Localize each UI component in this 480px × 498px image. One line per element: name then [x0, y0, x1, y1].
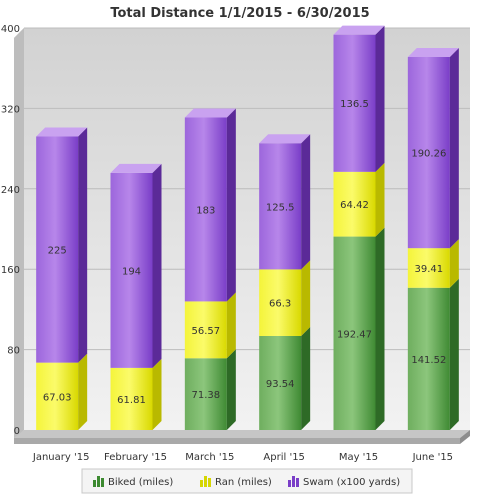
bar-top [259, 134, 311, 144]
legend-item-swam[interactable]: Swam (x100 yards) [288, 476, 400, 488]
legend-label-biked: Biked (miles) [108, 477, 173, 488]
bar-side-ran [375, 162, 385, 237]
data-label-ran: 64.42 [340, 200, 369, 211]
bar-chart-icon [93, 476, 104, 487]
data-labels: 67.03 225 61.81 194 71.38 56.57 183 93.54 66.3 12… [43, 99, 446, 406]
x-tick-label: June '15 [412, 452, 453, 463]
bar-swam[interactable] [407, 56, 450, 249]
bar-swam[interactable] [110, 172, 153, 368]
legend: Biked (miles) Ran (miles) Swam (x100 yar… [81, 468, 413, 494]
bar-ran[interactable] [184, 301, 227, 359]
y-axis: 0 80 160 240 320 400 [1, 24, 20, 437]
bar-side-biked [301, 326, 311, 430]
data-label-ran: 66.3 [269, 299, 291, 310]
plot-left-wall [14, 28, 24, 440]
y-tick-label: 320 [1, 104, 20, 115]
plot-background-face [24, 28, 470, 430]
y-tick-label: 400 [1, 24, 20, 35]
bar-side-swam [375, 25, 385, 172]
data-label-swam: 136.5 [340, 99, 369, 110]
chart-title: Total Distance 1/1/2015 - 6/30/2015 [110, 6, 369, 21]
bar-swam[interactable] [333, 34, 376, 172]
legend-label-swam: Swam (x100 yards) [303, 477, 400, 488]
bar-chart-icon [288, 476, 299, 487]
bar-top [407, 47, 459, 57]
x-tick-label: January '15 [32, 452, 90, 463]
gridlines [24, 27, 470, 351]
bar-side-swam [152, 163, 162, 368]
y-tick-label: 160 [1, 265, 20, 276]
bar-side-ran [449, 239, 459, 288]
bar-chart-icon [200, 476, 211, 487]
bar-top [333, 25, 385, 35]
data-label-biked: 71.38 [192, 390, 221, 401]
data-label-ran: 39.41 [415, 264, 444, 275]
bar-side-ran [78, 353, 88, 430]
legend-item-ran[interactable]: Ran (miles) [200, 476, 272, 488]
bars [36, 25, 459, 430]
bar-ran[interactable] [36, 362, 79, 430]
x-tick-label: April '15 [263, 452, 305, 463]
bar-side-ran [152, 358, 162, 430]
legend-item-biked[interactable]: Biked (miles) [93, 476, 173, 488]
x-tick-label: February '15 [104, 452, 167, 463]
bar-ran[interactable] [407, 248, 450, 288]
floor-side [460, 430, 470, 444]
x-axis: January '15 February '15 March '15 April '1… [32, 452, 453, 463]
floor-front [14, 438, 460, 444]
data-label-swam: 183 [196, 205, 215, 216]
bar-side-biked [449, 278, 459, 430]
floor-top [14, 430, 470, 438]
data-label-swam: 125.5 [266, 202, 295, 213]
floor [14, 430, 470, 444]
bar-top [184, 108, 236, 118]
bar-ran[interactable] [110, 367, 153, 430]
data-label-biked: 141.52 [411, 355, 446, 366]
bar-side-ran [301, 260, 311, 336]
data-label-biked: 93.54 [266, 379, 295, 390]
data-label-swam: 225 [48, 246, 67, 257]
data-label-ran: 56.57 [192, 326, 221, 337]
legend-box [81, 468, 413, 494]
bar-ran[interactable] [259, 269, 302, 336]
bar-side-swam [301, 134, 311, 270]
bar-biked[interactable] [333, 236, 376, 430]
bar-top [36, 127, 88, 137]
data-label-ran: 61.81 [117, 395, 146, 406]
data-label-swam: 190.26 [411, 149, 446, 160]
bar-side-biked [375, 227, 385, 430]
y-tick-label: 80 [7, 346, 20, 357]
x-tick-label: May '15 [339, 452, 378, 463]
bar-swam[interactable] [184, 117, 227, 302]
bar-top [110, 163, 162, 173]
bar-side-swam [449, 47, 459, 249]
bar-biked[interactable] [184, 358, 227, 430]
plot-area [14, 28, 470, 440]
bar-swam[interactable] [259, 143, 302, 270]
bar-side-swam [226, 108, 236, 302]
bar-side-biked [226, 349, 236, 430]
bar-biked[interactable] [259, 335, 302, 430]
bar-swam[interactable] [36, 136, 79, 363]
data-label-swam: 194 [122, 266, 141, 277]
bar-ran[interactable] [333, 171, 376, 237]
y-tick-label: 240 [1, 185, 20, 196]
x-tick-label: March '15 [185, 452, 234, 463]
data-label-biked: 192.47 [337, 329, 372, 340]
data-label-ran: 67.03 [43, 392, 72, 403]
y-tick-label: 0 [14, 426, 20, 437]
bar-biked[interactable] [407, 287, 450, 430]
bar-side-swam [78, 127, 88, 363]
bar-side-ran [226, 292, 236, 359]
legend-label-ran: Ran (miles) [215, 477, 272, 488]
